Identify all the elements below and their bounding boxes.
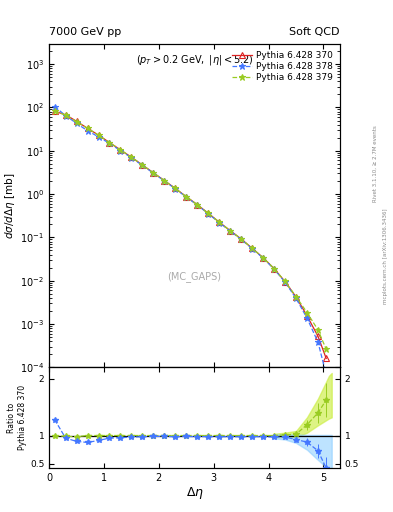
Pythia 6.428 378 [63,113,68,119]
Pythia 6.428 378 [195,202,200,208]
Pythia 6.428 370 [173,185,178,191]
Pythia 6.428 379 [184,194,189,200]
Text: $(p_T > 0.2\ \mathrm{GeV},\ |\eta| < 5.2)$: $(p_T > 0.2\ \mathrm{GeV},\ |\eta| < 5.2… [136,53,253,67]
Pythia 6.428 370 [52,108,57,114]
Pythia 6.428 370 [272,266,276,272]
Pythia 6.428 370 [217,219,222,225]
Pythia 6.428 379 [173,185,178,191]
Pythia 6.428 370 [63,112,68,118]
Pythia 6.428 370 [228,228,233,234]
Pythia 6.428 378 [272,266,276,272]
Pythia 6.428 370 [206,210,211,217]
Pythia 6.428 378 [96,134,101,140]
Pythia 6.428 379 [261,254,266,261]
Pythia 6.428 378 [118,147,123,154]
Pythia 6.428 379 [294,293,298,300]
Pythia 6.428 370 [151,170,156,176]
Text: Soft QCD: Soft QCD [290,27,340,37]
Y-axis label: $d\sigma/d\Delta\eta\ \mathrm{[mb]}$: $d\sigma/d\Delta\eta\ \mathrm{[mb]}$ [3,172,17,239]
Text: mcplots.cern.ch [arXiv:1306.3436]: mcplots.cern.ch [arXiv:1306.3436] [384,208,388,304]
Pythia 6.428 379 [85,125,90,132]
Pythia 6.428 370 [107,139,112,145]
Text: (MC_GAPS): (MC_GAPS) [167,271,222,282]
Pythia 6.428 379 [217,219,222,225]
X-axis label: $\Delta\eta$: $\Delta\eta$ [185,485,204,501]
Pythia 6.428 379 [195,202,200,208]
Pythia 6.428 370 [162,178,167,184]
Pythia 6.428 379 [74,119,79,125]
Pythia 6.428 378 [324,372,329,378]
Pythia 6.428 378 [283,279,287,285]
Pythia 6.428 370 [305,313,309,319]
Pythia 6.428 378 [305,315,309,321]
Pythia 6.428 370 [74,118,79,124]
Pythia 6.428 370 [140,162,145,168]
Line: Pythia 6.428 379: Pythia 6.428 379 [51,108,330,353]
Pythia 6.428 370 [250,245,255,251]
Pythia 6.428 379 [63,112,68,118]
Pythia 6.428 378 [74,120,79,126]
Pythia 6.428 378 [151,170,156,176]
Pythia 6.428 378 [52,103,57,110]
Pythia 6.428 379 [250,245,255,251]
Pythia 6.428 378 [140,162,145,168]
Text: Rivet 3.1.10, ≥ 2.7M events: Rivet 3.1.10, ≥ 2.7M events [373,125,378,202]
Pythia 6.428 379 [206,210,211,217]
Pythia 6.428 379 [305,309,309,315]
Pythia 6.428 378 [261,255,266,261]
Pythia 6.428 379 [162,178,167,184]
Line: Pythia 6.428 370: Pythia 6.428 370 [52,109,329,361]
Y-axis label: Ratio to
Pythia 6.428 370: Ratio to Pythia 6.428 370 [7,386,27,451]
Pythia 6.428 379 [96,132,101,138]
Pythia 6.428 378 [316,339,320,345]
Pythia 6.428 379 [283,279,287,285]
Pythia 6.428 379 [239,236,244,242]
Pythia 6.428 378 [294,295,298,302]
Pythia 6.428 379 [151,170,156,176]
Pythia 6.428 379 [107,139,112,145]
Pythia 6.428 370 [96,132,101,138]
Pythia 6.428 370 [129,154,134,160]
Pythia 6.428 370 [195,202,200,208]
Pythia 6.428 378 [107,140,112,146]
Pythia 6.428 370 [261,254,266,261]
Pythia 6.428 378 [184,194,189,200]
Pythia 6.428 378 [85,127,90,134]
Text: 7000 GeV pp: 7000 GeV pp [49,27,121,37]
Pythia 6.428 378 [228,228,233,234]
Pythia 6.428 370 [118,147,123,153]
Pythia 6.428 370 [283,279,287,285]
Pythia 6.428 378 [239,237,244,243]
Pythia 6.428 370 [85,125,90,132]
Pythia 6.428 379 [272,266,276,272]
Pythia 6.428 378 [173,186,178,192]
Line: Pythia 6.428 378: Pythia 6.428 378 [51,103,330,378]
Pythia 6.428 370 [184,194,189,200]
Pythia 6.428 378 [162,178,167,184]
Pythia 6.428 379 [316,327,320,333]
Legend: Pythia 6.428 370, Pythia 6.428 378, Pythia 6.428 379: Pythia 6.428 370, Pythia 6.428 378, Pyth… [230,48,336,85]
Pythia 6.428 370 [239,236,244,242]
Pythia 6.428 379 [140,162,145,168]
Pythia 6.428 379 [118,147,123,153]
Pythia 6.428 370 [316,333,320,339]
Pythia 6.428 379 [129,154,134,160]
Pythia 6.428 379 [52,108,57,114]
Pythia 6.428 379 [228,228,233,234]
Pythia 6.428 379 [324,346,329,352]
Pythia 6.428 370 [324,355,329,361]
Pythia 6.428 378 [129,155,134,161]
Pythia 6.428 378 [206,210,211,217]
Pythia 6.428 378 [250,246,255,252]
Pythia 6.428 370 [294,294,298,300]
Pythia 6.428 378 [217,220,222,226]
